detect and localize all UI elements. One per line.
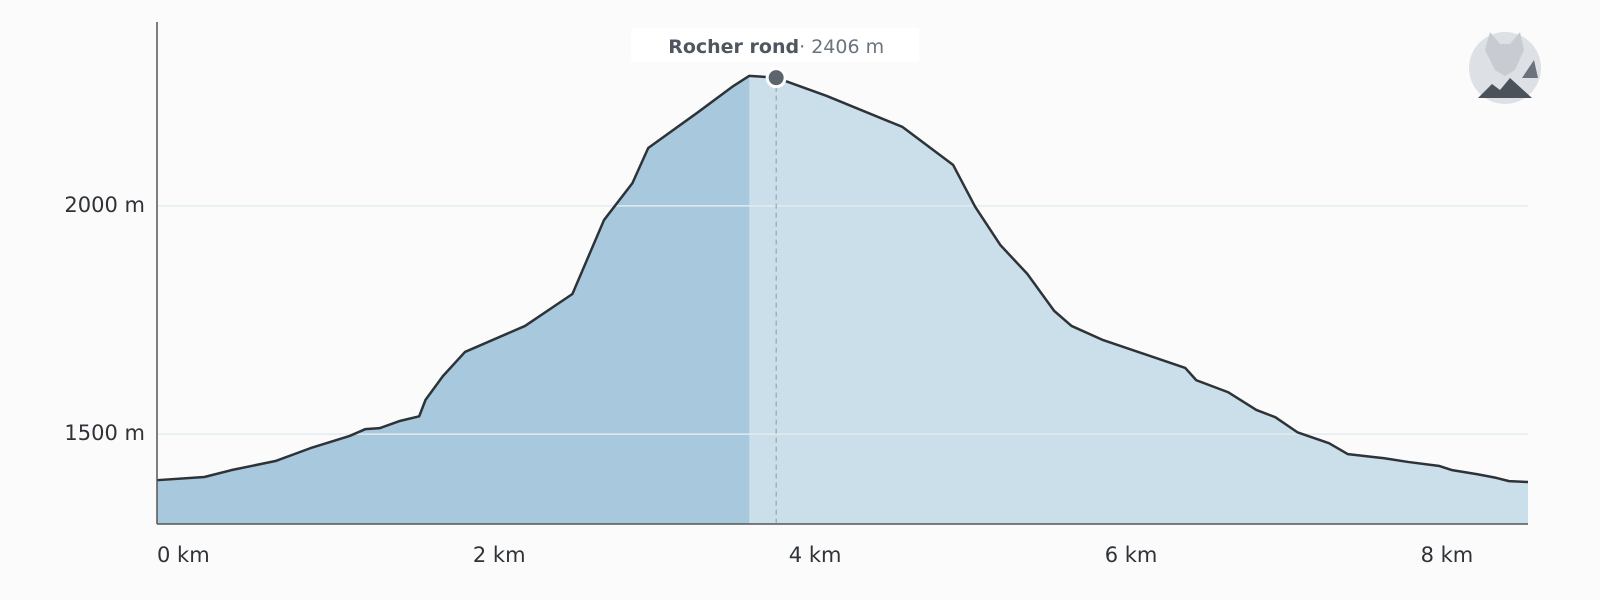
y-tick-label: 2000 m (64, 193, 145, 217)
plot: 1500 m 2000 m 0 km 2 km 4 km 6 km 8 km Rocher r… (64, 22, 1529, 567)
logo (1469, 32, 1541, 104)
x-tick-label: 8 km (1421, 543, 1474, 567)
tooltip: Rocher rond· 2406 m (668, 36, 884, 58)
elevation-line (156, 74, 1529, 484)
x-tick-label: 6 km (1105, 543, 1158, 567)
x-tick-label: 0 km (157, 543, 210, 567)
highlight-area (157, 75, 750, 524)
y-tick-label: 1500 m (64, 421, 145, 445)
tooltip-value: · 2406 m (799, 36, 884, 58)
x-tick-label: 4 km (789, 543, 842, 567)
tooltip-box (631, 28, 920, 62)
marker (765, 67, 787, 89)
x-tick-label: 2 km (473, 543, 526, 567)
tooltip-label: Rocher rond (668, 36, 799, 58)
